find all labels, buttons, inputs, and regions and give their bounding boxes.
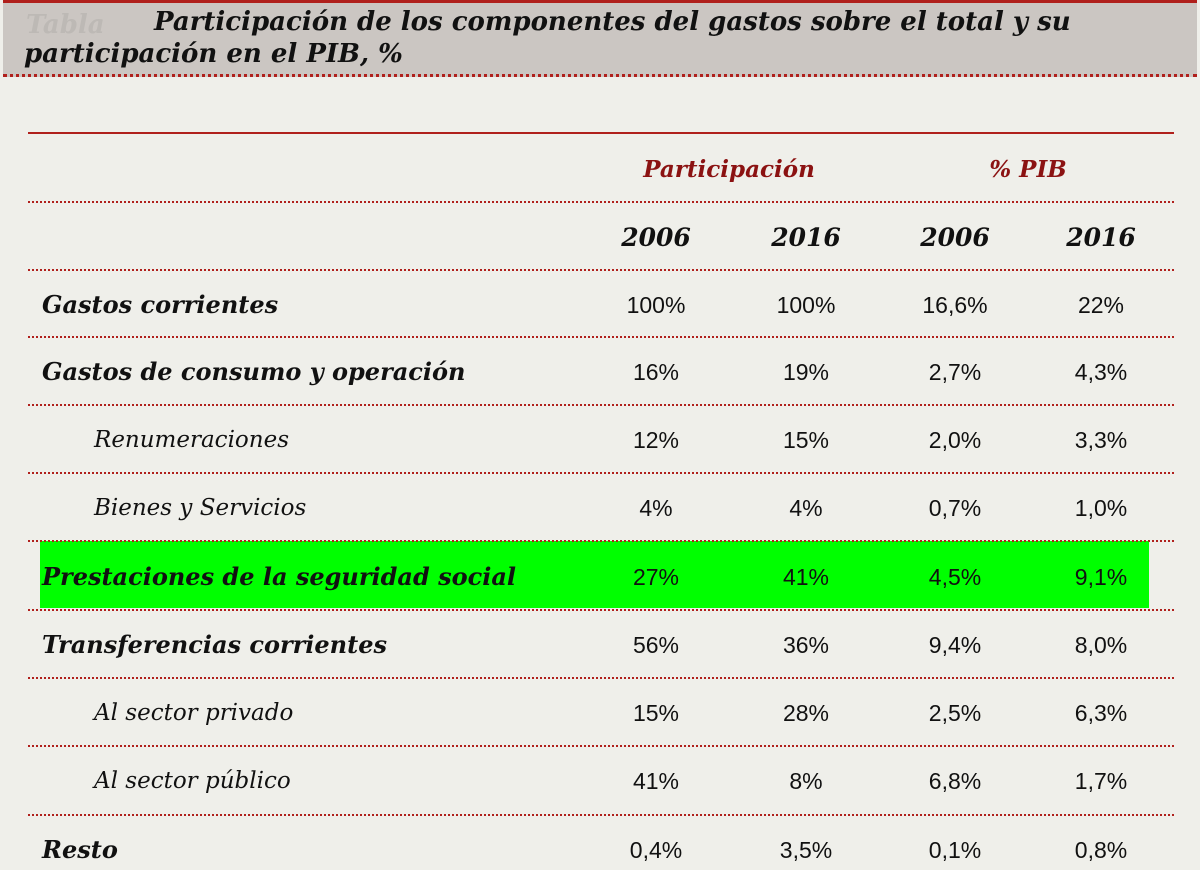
year-header-participacion-2006: 2006 [621, 223, 691, 252]
row-label: Bienes y Servicios [94, 495, 307, 521]
year-header-pib-2016: 2016 [1066, 223, 1136, 252]
table-cell: 4% [789, 495, 823, 521]
table-cell: 9,1% [1074, 564, 1128, 590]
table-cell: 28% [782, 700, 830, 726]
column-group-pib: % PIB [989, 156, 1067, 183]
divider [28, 201, 1174, 203]
table-cell: 2,5% [928, 700, 982, 726]
divider [28, 677, 1174, 679]
year-header-participacion-2016: 2016 [771, 223, 841, 252]
highlight-band [40, 541, 1149, 608]
row-label: Renumeraciones [94, 427, 289, 453]
table-cell: 0,7% [928, 495, 982, 521]
table-cell: 9,4% [928, 632, 982, 658]
table-cell: 4,5% [928, 564, 982, 590]
table-row: Al sector público 41% 8% 6,8% 1,7% [0, 761, 1200, 801]
title-band [3, 0, 1197, 77]
divider [28, 472, 1174, 474]
column-group-participacion: Participación [643, 156, 815, 183]
divider [28, 814, 1174, 816]
table-cell: 16% [632, 359, 680, 385]
table-cell: 8% [789, 768, 823, 794]
table-row: Prestaciones de la seguridad social 27% 41… [0, 557, 1200, 597]
row-label: Al sector privado [94, 700, 294, 726]
table-row: Al sector privado 15% 28% 2,5% 6,3% [0, 693, 1200, 733]
page-title: Participación de los componentes del gas… [24, 7, 1071, 69]
table-cell: 15% [782, 427, 830, 453]
table-cell: 6,3% [1074, 700, 1128, 726]
table-cell: 36% [782, 632, 830, 658]
table-top-rule [28, 132, 1174, 134]
divider [28, 269, 1174, 271]
row-label: Prestaciones de la seguridad social [42, 562, 517, 591]
year-header-pib-2006: 2006 [920, 223, 990, 252]
table-row: Gastos corrientes 100% 100% 16,6% 22% [0, 285, 1200, 325]
table-cell: 22% [1077, 292, 1125, 318]
table-cell: 41% [632, 768, 680, 794]
table-row: Bienes y Servicios 4% 4% 0,7% 1,0% [0, 488, 1200, 528]
table-cell: 6,8% [928, 768, 982, 794]
title-ghost-text: Tabla [26, 10, 105, 40]
table-cell: 1,7% [1074, 768, 1128, 794]
table-cell: 2,0% [928, 427, 982, 453]
table-cell: 3,5% [779, 837, 833, 863]
table-cell: 1,0% [1074, 495, 1128, 521]
table-cell: 56% [632, 632, 680, 658]
table-cell: 100% [626, 292, 686, 318]
divider [28, 336, 1174, 338]
table-row: Resto 0,4% 3,5% 0,1% 0,8% [0, 830, 1200, 870]
row-label: Resto [42, 835, 118, 864]
table-row: Gastos de consumo y operación 16% 19% 2,7% 4… [0, 352, 1200, 392]
table-cell: 27% [632, 564, 680, 590]
table-cell: 15% [632, 700, 680, 726]
table-cell: 8,0% [1074, 632, 1128, 658]
table-cell: 16,6% [922, 292, 988, 318]
divider [28, 609, 1174, 611]
row-label: Gastos corrientes [42, 290, 279, 319]
table-cell: 100% [776, 292, 836, 318]
divider [28, 404, 1174, 406]
table-cell: 41% [782, 564, 830, 590]
row-label: Al sector público [94, 768, 291, 794]
row-label: Transferencias corrientes [42, 630, 387, 659]
divider [28, 540, 1174, 542]
table-cell: 0,8% [1074, 837, 1128, 863]
table-cell: 19% [782, 359, 830, 385]
table-cell: 2,7% [928, 359, 982, 385]
divider [28, 745, 1174, 747]
table-cell: 3,3% [1074, 427, 1128, 453]
table-cell: 0,4% [629, 837, 683, 863]
table-cell: 4,3% [1074, 359, 1128, 385]
table-row: Renumeraciones 12% 15% 2,0% 3,3% [0, 420, 1200, 460]
row-label: Gastos de consumo y operación [42, 357, 466, 386]
table-cell: 4% [639, 495, 673, 521]
table-row: Transferencias corrientes 56% 36% 9,4% 8,0% [0, 625, 1200, 665]
table-cell: 0,1% [928, 837, 982, 863]
table-cell: 12% [632, 427, 680, 453]
